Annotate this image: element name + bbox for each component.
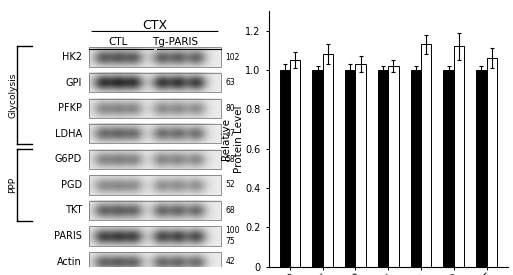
Bar [89, 150, 221, 169]
Bar [378, 70, 388, 267]
Text: Glycolysis: Glycolysis [8, 73, 17, 118]
Text: 68: 68 [226, 206, 235, 215]
Bar [89, 73, 221, 92]
Text: LDHA: LDHA [55, 129, 82, 139]
Text: 100
75: 100 75 [226, 226, 240, 246]
Text: Tg-PARIS: Tg-PARIS [152, 37, 198, 47]
Bar [476, 70, 486, 267]
Text: 42: 42 [226, 257, 235, 266]
Bar [486, 58, 497, 267]
Bar [89, 99, 221, 118]
Text: 63: 63 [226, 78, 235, 87]
Bar [421, 45, 431, 267]
Text: CTL: CTL [108, 37, 128, 47]
Text: 102: 102 [226, 53, 240, 62]
Text: PFKP: PFKP [58, 103, 82, 113]
Text: PPP: PPP [8, 177, 17, 193]
Bar [410, 70, 421, 267]
Bar [280, 70, 290, 267]
Text: G6PD: G6PD [55, 154, 82, 164]
Text: 52: 52 [226, 180, 235, 189]
Bar [356, 64, 366, 267]
Text: HK2: HK2 [62, 52, 82, 62]
Bar [89, 175, 221, 194]
Bar [89, 227, 221, 246]
Bar [312, 70, 323, 267]
Text: 58: 58 [226, 155, 235, 164]
Bar [454, 46, 464, 267]
Text: Actin: Actin [57, 257, 82, 267]
Bar [323, 54, 333, 267]
Text: 80: 80 [226, 104, 235, 113]
Y-axis label: Relative
Protein Level: Relative Protein Level [221, 105, 244, 173]
Text: PGD: PGD [61, 180, 82, 190]
Bar [89, 48, 221, 67]
Bar [89, 201, 221, 220]
Text: 37: 37 [226, 129, 235, 138]
Bar [388, 66, 399, 267]
Bar [89, 124, 221, 143]
Text: GPI: GPI [66, 78, 82, 88]
Text: TKT: TKT [65, 205, 82, 216]
Text: PARIS: PARIS [54, 231, 82, 241]
Bar [443, 70, 454, 267]
Bar [345, 70, 356, 267]
Bar [89, 252, 221, 271]
Text: CTX: CTX [143, 19, 168, 32]
Bar [290, 60, 301, 267]
